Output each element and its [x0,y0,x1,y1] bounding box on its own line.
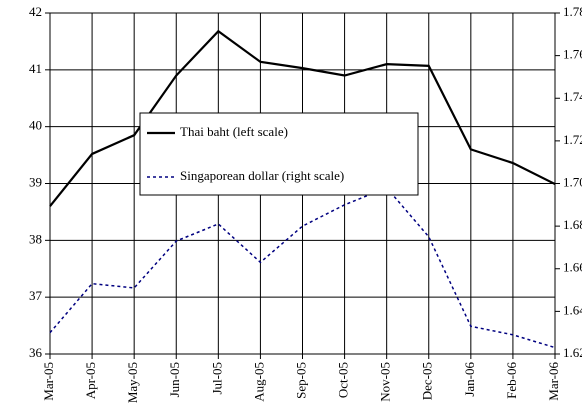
y2-tick-label: 1.74 [563,89,582,104]
y2-tick-label: 1.78 [563,4,582,19]
y2-tick-label: 1.76 [563,47,582,62]
x-tick-label: Apr-05 [83,362,98,399]
legend-label: Thai baht (left scale) [180,124,288,139]
series-line [49,29,556,207]
x-tick-label: Aug-05 [251,362,266,402]
x-tick-label: Jan-06 [462,362,477,397]
legend-label: Singaporean dollar (right scale) [180,168,344,183]
x-tick-label: Dec-05 [420,362,435,400]
y2-tick-label: 1.72 [563,132,582,147]
y-tick-label: 39 [29,174,42,189]
y-tick-label: 40 [29,118,42,133]
x-tick-label: Mar-06 [546,362,561,401]
x-tick-label: May-05 [125,362,140,403]
y-tick-label: 38 [29,231,42,246]
y2-tick-label: 1.62 [563,345,582,360]
y-tick-label: 36 [29,345,43,360]
y2-tick-label: 1.68 [563,217,582,232]
x-tick-label: Nov-05 [378,362,393,402]
y2-tick-label: 1.70 [563,174,582,189]
y-tick-label: 41 [29,61,42,76]
x-tick-label: Oct-05 [336,362,351,398]
y-tick-label: 42 [29,4,42,19]
x-tick-label: Feb-06 [504,362,519,399]
series-line [49,186,556,349]
y-tick-label: 37 [29,288,43,303]
y2-tick-label: 1.66 [563,260,582,275]
y2-tick-label: 1.64 [563,302,582,317]
x-tick-label: Mar-05 [41,362,56,401]
x-tick-label: Sep-05 [293,362,308,399]
legend-box [139,112,419,196]
x-tick-label: Jun-05 [167,362,182,397]
x-tick-label: Jul-05 [209,362,224,395]
